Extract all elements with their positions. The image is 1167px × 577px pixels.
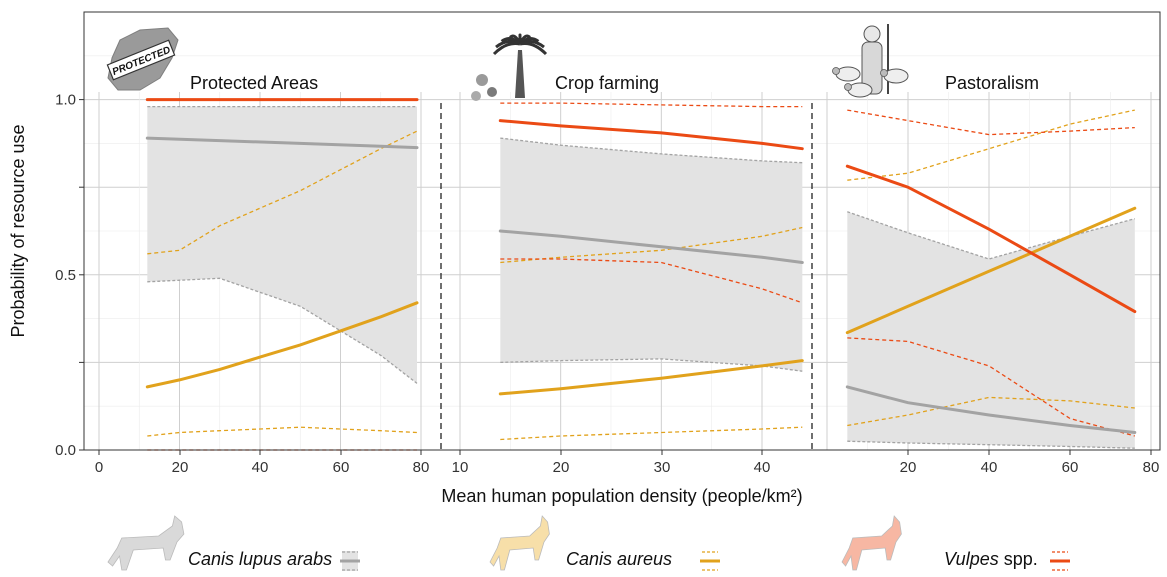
mean-line-canis-lupus-arabs xyxy=(145,136,419,150)
legend-label-italic: Canis aureus xyxy=(566,549,672,569)
protected-area-label-box xyxy=(106,39,176,81)
ci-lower-canis-aureus xyxy=(147,426,418,437)
legend-key xyxy=(340,551,360,571)
x-tick-label: 20 xyxy=(172,459,189,476)
legend-key xyxy=(700,551,720,571)
mean-line-canis-lupus-arabs xyxy=(498,229,804,264)
mean-line-canis-lupus-arabs xyxy=(845,385,1137,434)
x-tick-label: 40 xyxy=(252,459,269,476)
sheep xyxy=(883,68,909,84)
crop-leaf xyxy=(471,91,481,101)
ci-lower-canis-lupus-arabs xyxy=(500,358,803,372)
ci-upper-canis-lupus-arabs xyxy=(847,211,1135,260)
sheep xyxy=(847,82,873,98)
mean-line-canis-aureus xyxy=(845,206,1137,335)
ci-upper-canis-aureus xyxy=(500,226,803,264)
ci-upper-canis-aureus xyxy=(847,109,1135,181)
legend: Canis lupus arabs Canis aureus Vulpes spp. xyxy=(107,515,1070,571)
palm-trunk xyxy=(515,50,525,98)
animal-silhouette xyxy=(841,515,902,571)
ci-upper-canis-lupus-arabs xyxy=(500,137,803,164)
x-tick-label: 40 xyxy=(754,459,771,476)
ci-lower-canis-aureus xyxy=(500,426,803,441)
protected-area-map-icon: PROTECTED xyxy=(106,27,179,91)
panel-title: Crop farming xyxy=(555,73,659,93)
panel-crop-farming: Crop farming 10 20 30 40 xyxy=(452,73,804,476)
legend-label: Vulpes spp. xyxy=(944,549,1038,569)
legend-label: Canis aureus xyxy=(566,549,672,569)
ci-upper-vulpes-spp xyxy=(500,102,803,108)
x-tick-label: 10 xyxy=(452,459,469,476)
x-tick-label: 0 xyxy=(95,459,103,476)
crop-leaf xyxy=(476,74,488,86)
wolf-icon xyxy=(107,515,185,571)
legend-label-suffix: spp. xyxy=(999,549,1038,569)
panel-icons: PROTECTED xyxy=(106,24,909,101)
sheep xyxy=(835,66,861,82)
ci-lower-canis-lupus-arabs xyxy=(847,440,1135,449)
sheep-head xyxy=(832,67,840,75)
sheep-head xyxy=(880,69,888,77)
x-tick-label: 40 xyxy=(981,459,998,476)
x-tick-label: 60 xyxy=(333,459,350,476)
animal-silhouette xyxy=(489,515,550,571)
crop-leaf xyxy=(487,87,497,97)
panel-protected-areas: Protected Areas 0 20 40 60 80 xyxy=(95,73,430,476)
x-axis-title: Mean human population density (people/km… xyxy=(441,486,802,506)
panel-title: Pastoralism xyxy=(945,73,1039,93)
x-tick-label: 20 xyxy=(900,459,917,476)
x-tick-label: 30 xyxy=(654,459,671,476)
x-tick-label: 80 xyxy=(1143,459,1160,476)
fox-icon xyxy=(841,515,902,571)
legend-label-italic: Canis lupus arabs xyxy=(188,549,332,569)
mean-line-canis-aureus xyxy=(145,301,419,389)
shepherd-sheep-icon xyxy=(832,24,909,98)
x-tick-label: 80 xyxy=(413,459,430,476)
legend-label: Canis lupus arabs xyxy=(188,549,332,569)
ci-lower-canis-lupus-arabs xyxy=(147,277,418,384)
ci-lower-vulpes-spp xyxy=(500,258,803,304)
ci-ribbon-canis-lupus-arabs xyxy=(500,138,803,372)
sheep-head xyxy=(844,83,852,91)
legend-item-vulpes: Vulpes spp. xyxy=(841,515,1070,571)
ci-upper-vulpes-spp xyxy=(847,109,1135,136)
plot-border xyxy=(83,11,1161,451)
mean-line-vulpes-spp xyxy=(498,119,804,151)
mean-line-canis-aureus xyxy=(498,359,804,396)
y-tick-label: 1.0 xyxy=(55,92,76,109)
shepherd-head xyxy=(863,25,881,43)
palm-tree-crops-icon xyxy=(471,33,548,101)
panel-title: Protected Areas xyxy=(190,73,318,93)
y-axis-title: Probability of resource use xyxy=(8,124,28,337)
ci-lower-canis-aureus xyxy=(847,396,1135,427)
panel-pastoralism: Pastoralism 20 40 60 80 xyxy=(826,73,1160,476)
ci-ribbon-canis-lupus-arabs xyxy=(147,106,418,384)
legend-item-canis-lupus-arabs: Canis lupus arabs xyxy=(107,515,360,571)
y-tick-label: 0.0 xyxy=(55,442,76,459)
legend-key xyxy=(1050,551,1070,571)
animal-silhouette xyxy=(107,515,185,571)
y-tick-label: 0.5 xyxy=(55,267,76,284)
golden-jackal-icon xyxy=(489,515,550,571)
legend-label-italic: Vulpes xyxy=(944,549,999,569)
palm-frond xyxy=(519,42,548,56)
x-tick-label: 20 xyxy=(553,459,570,476)
legend-item-canis-aureus: Canis aureus xyxy=(489,515,720,571)
x-tick-label: 60 xyxy=(1062,459,1079,476)
mean-line-vulpes-spp xyxy=(845,164,1137,314)
